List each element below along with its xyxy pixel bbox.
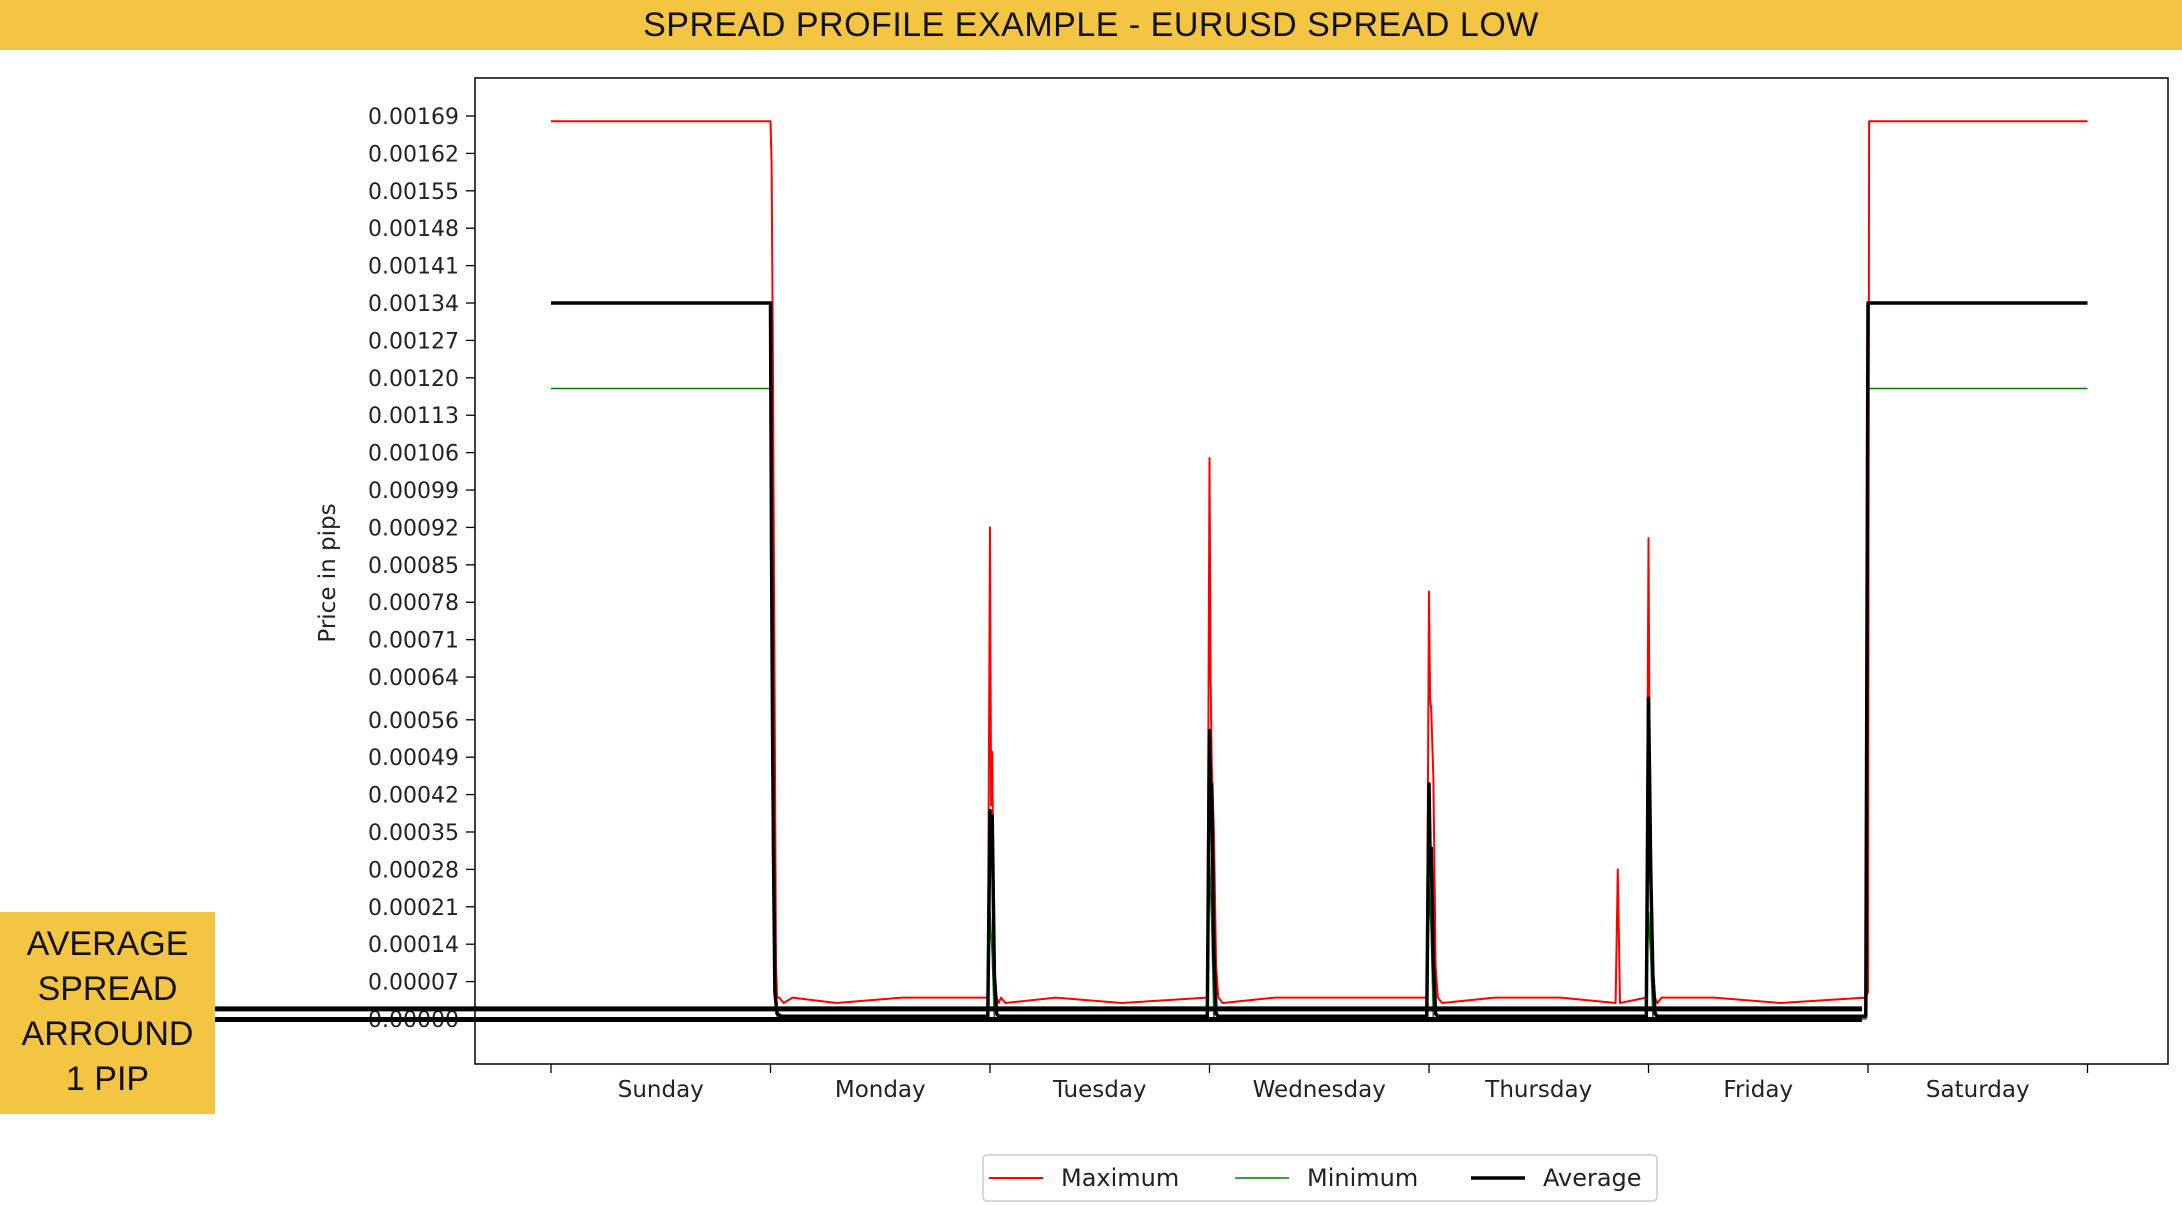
- x-tick-label-sunday: Sunday: [618, 1077, 704, 1103]
- title-banner: [0, 0, 2182, 50]
- y-tick-label: 0.00120: [368, 367, 459, 392]
- plot-frame: [474, 77, 2169, 1065]
- y-tick-label: 0.00085: [368, 554, 459, 579]
- y-tick-label: 0.00162: [368, 142, 459, 167]
- x-tick-label-thursday: Thursday: [1484, 1077, 1592, 1103]
- y-tick-label: 0.00134: [368, 292, 459, 317]
- y-tick-label: 0.00014: [368, 933, 459, 958]
- y-tick-label: 0.00064: [368, 666, 459, 691]
- y-tick-label: 0.00155: [368, 180, 459, 205]
- y-tick-label: 0.00169: [368, 105, 459, 130]
- y-tick-label: 0.00071: [368, 629, 459, 654]
- series-line-average: [551, 301, 2088, 1019]
- callout-text: AVERAGE SPREAD ARROUND 1 PIP: [21, 925, 194, 1098]
- legend-label-maximum: Maximum: [1061, 1164, 1179, 1192]
- y-tick-label: 0.00042: [368, 784, 459, 809]
- average-spread-callout: [0, 912, 215, 1114]
- legend-label-minimum: Minimum: [1307, 1164, 1418, 1192]
- series-line-minimum: [551, 387, 2088, 1020]
- y-tick-label: 0.00049: [368, 746, 459, 771]
- x-tick-label-monday: Monday: [835, 1077, 926, 1103]
- x-tick-label-wednesday: Wednesday: [1253, 1077, 1386, 1103]
- series-lines: [551, 120, 2088, 1020]
- y-tick-label: 0.00113: [368, 404, 459, 429]
- y-axis-label: Price in pips: [315, 503, 341, 642]
- x-axis: Sunday Monday Tuesday Wednesday Thursday Frid…: [550, 1064, 2089, 1103]
- legend-label-average: Average: [1543, 1164, 1642, 1192]
- y-tick-label: 0.00127: [368, 329, 459, 354]
- y-tick-label: 0.00035: [368, 821, 459, 846]
- y-tick-label: 0.00021: [368, 896, 459, 921]
- y-tick-label: 0.00028: [368, 858, 459, 883]
- x-tick-label-saturday: Saturday: [1926, 1077, 2030, 1103]
- banner-title: SPREAD PROFILE EXAMPLE - EURUSD SPREAD L…: [643, 6, 1539, 44]
- legend-box: [982, 1154, 1658, 1202]
- x-tick-label-tuesday: Tuesday: [1052, 1077, 1147, 1103]
- y-tick-label: 0.00099: [368, 479, 459, 504]
- callout-lines: [215, 1006, 1862, 1022]
- y-tick-label: 0.00007: [368, 971, 459, 996]
- legend: Maximum Minimum Average: [982, 1154, 1658, 1202]
- x-tick-label-friday: Friday: [1723, 1077, 1793, 1103]
- y-tick-label: 0.00092: [368, 516, 459, 541]
- y-tick-label: 0.00141: [368, 255, 459, 280]
- y-tick-label: 0.00106: [368, 442, 459, 467]
- series-line-maximum: [551, 120, 2088, 1004]
- y-tick-label: 0.00078: [368, 591, 459, 616]
- y-tick-label: 0.00148: [368, 217, 459, 242]
- y-tick-label: 0.00056: [368, 709, 459, 734]
- y-axis: 0.000000.000070.000140.000210.000280.000…: [368, 105, 475, 1033]
